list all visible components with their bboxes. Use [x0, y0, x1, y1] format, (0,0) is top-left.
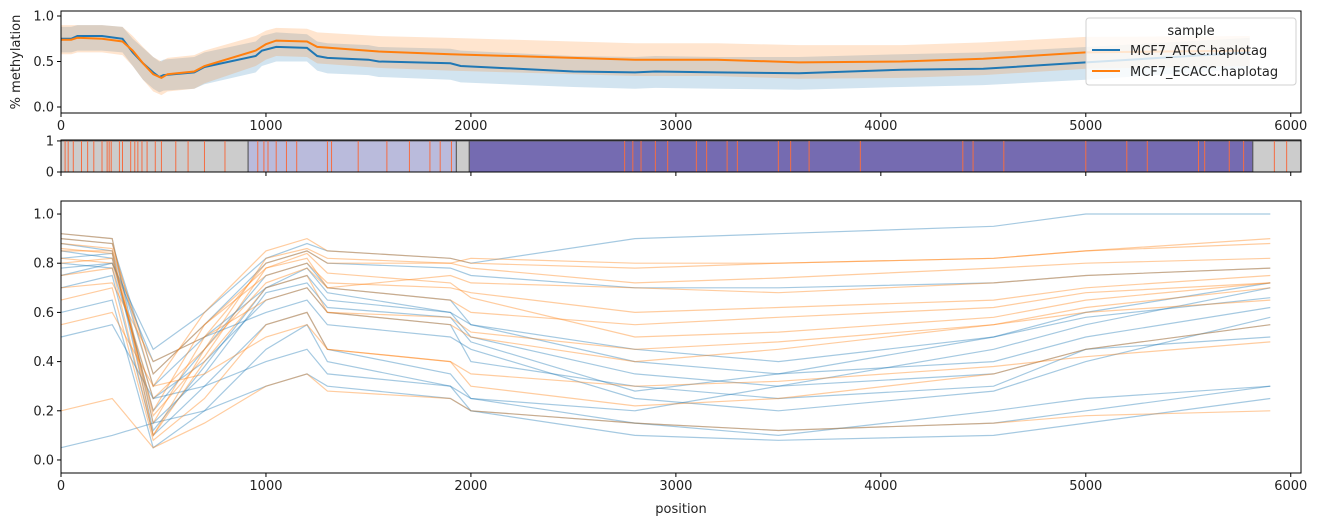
region-annotation-panel: 01	[46, 134, 1302, 181]
read-trace	[60, 242, 1271, 375]
read-trace	[60, 274, 1271, 437]
x-tick-label: 6000	[1274, 119, 1307, 134]
read-trace	[60, 257, 1271, 400]
mean-line-0	[61, 35, 1250, 79]
read-trace	[60, 252, 1271, 432]
y-tick-label: 0.0	[33, 100, 54, 115]
read-trace	[60, 287, 1271, 442]
y-tick-label: 0.0	[33, 453, 54, 468]
y-tick-label: 1.0	[33, 208, 54, 223]
read-trace	[60, 242, 1271, 388]
axes-frame	[60, 200, 1302, 474]
x-tick-label: 1000	[249, 479, 282, 494]
read-trace	[60, 233, 1271, 425]
region-segment	[247, 140, 457, 173]
top-mean-panel: 0 1000 2000 3000 4000 5000 6000 0.0 0.5 1.0	[33, 10, 1307, 134]
x-tick-label: 4000	[864, 119, 897, 134]
mean-line-1	[61, 36, 1250, 80]
region-segment	[60, 140, 249, 173]
x-tick-label: 2000	[454, 119, 487, 134]
y-tick-label: 0	[46, 166, 54, 181]
read-trace	[60, 257, 1271, 413]
x-tick-label: 0	[57, 479, 65, 494]
read-trace	[60, 247, 1271, 417]
region-segment	[468, 140, 1254, 173]
read-trace	[60, 373, 1271, 449]
x-tick-label: 3000	[659, 119, 692, 134]
legend-label-atcc: MCF7_ATCC.haplotag	[1130, 44, 1267, 59]
region-segment	[1252, 140, 1302, 173]
legend-label-ecacc: MCF7_ECACC.haplotag	[1130, 65, 1278, 80]
read-trace	[60, 213, 1271, 351]
y-tick-label: 1.0	[33, 10, 54, 25]
x-tick-label: 5000	[1069, 119, 1102, 134]
read-trace	[60, 262, 1271, 412]
read-trace	[60, 238, 1271, 376]
read-trace	[60, 262, 1271, 400]
read-trace	[60, 237, 1271, 388]
x-tick-label: 0	[57, 119, 65, 134]
x-tick-label: 1000	[249, 119, 282, 134]
top-ylabel: % methylation	[9, 15, 24, 110]
y-tick-label: 0.8	[33, 257, 54, 272]
y-tick-label: 1	[46, 134, 54, 149]
read-trace	[60, 373, 1271, 449]
x-tick-label: 6000	[1274, 479, 1307, 494]
x-tick-label: 4000	[864, 479, 897, 494]
read-trace	[60, 324, 1271, 412]
axes-frame	[60, 139, 1302, 173]
read-traces-panel: 0 1000 2000 3000 4000 5000 6000 0.0 0.2 0.4 0.6 0.8…	[33, 200, 1307, 494]
x-tick-label: 2000	[454, 479, 487, 494]
y-tick-label: 0.5	[33, 55, 54, 70]
read-trace	[60, 267, 1271, 437]
read-trace	[61, 242, 1271, 425]
region-segment	[455, 140, 470, 173]
read-trace	[60, 250, 1271, 413]
y-tick-label: 0.6	[33, 306, 54, 321]
bottom-xlabel: position	[655, 502, 707, 517]
legend: sample MCF7_ATCC.haplotag MCF7_ECACC.hap…	[1085, 17, 1297, 86]
x-tick-label: 5000	[1069, 479, 1102, 494]
axes-frame	[60, 10, 1302, 114]
read-trace	[60, 282, 1271, 363]
x-tick-label: 3000	[659, 479, 692, 494]
read-trace	[60, 299, 1271, 449]
y-tick-label: 0.2	[33, 404, 54, 419]
legend-title: sample	[1167, 24, 1214, 39]
read-trace	[60, 311, 1271, 387]
read-trace	[60, 233, 1271, 438]
y-tick-label: 0.4	[33, 355, 54, 370]
